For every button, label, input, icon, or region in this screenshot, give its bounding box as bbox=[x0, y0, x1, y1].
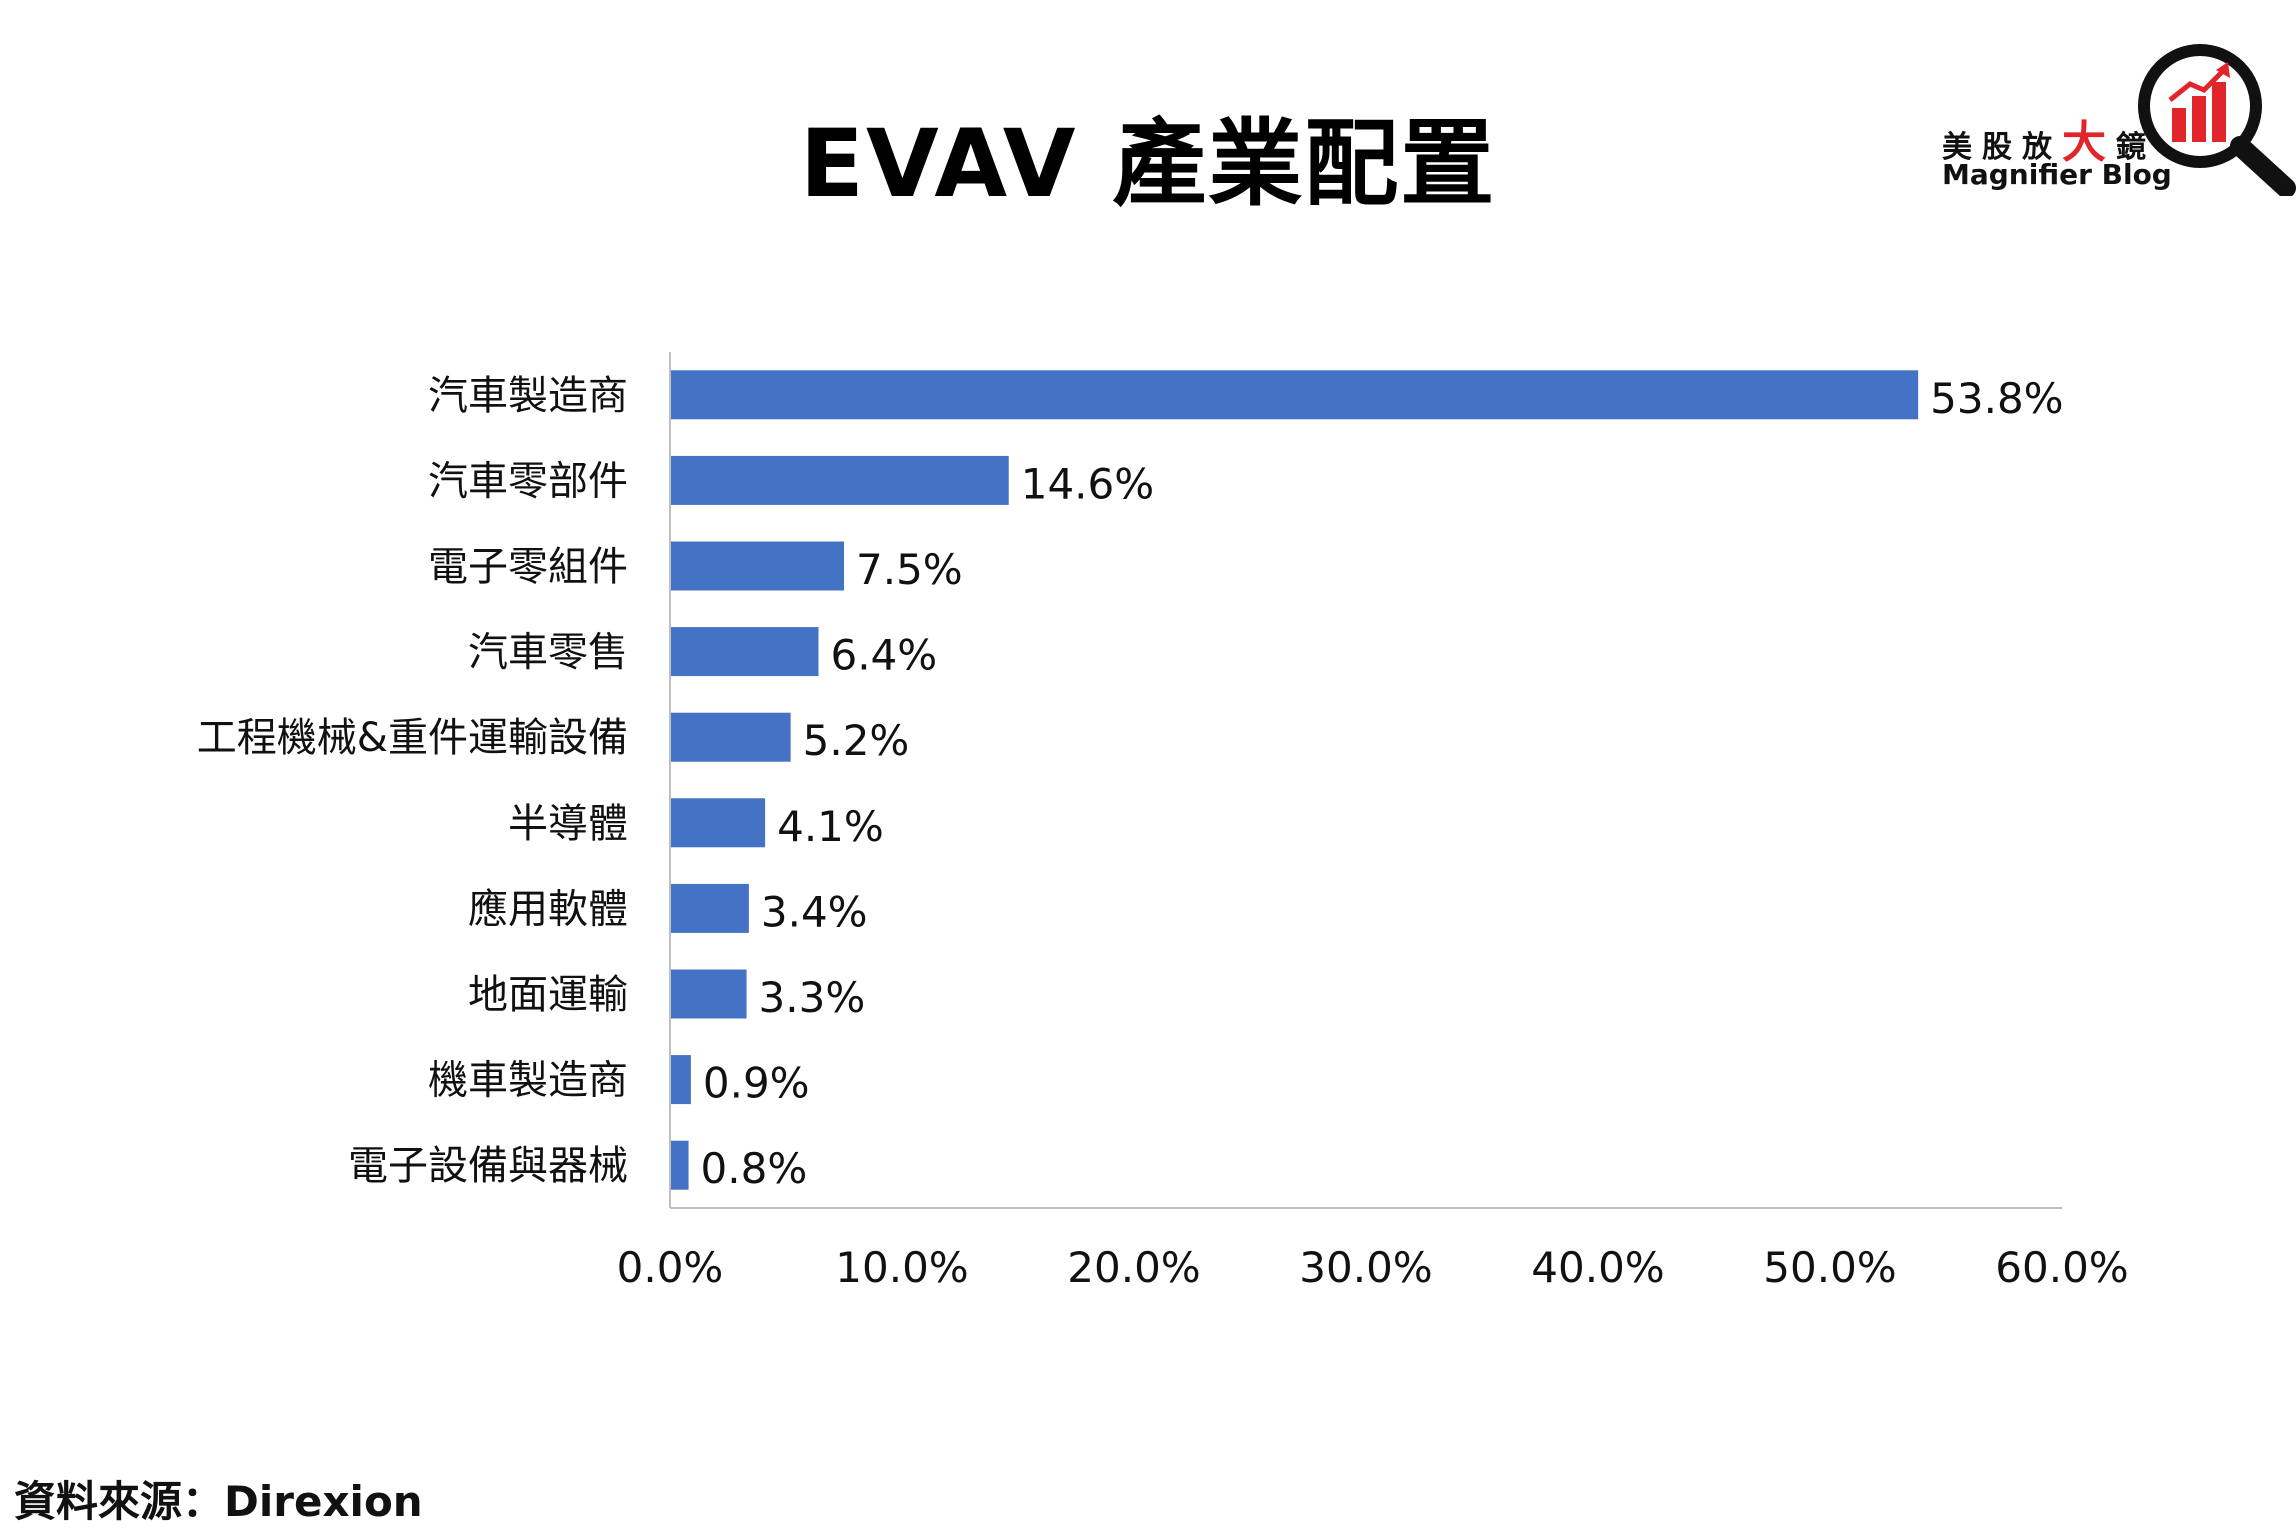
category-label: 應用軟體 bbox=[468, 886, 628, 932]
chart-title: EVAV 產業配置 bbox=[799, 110, 1497, 219]
magnifier-chart-icon bbox=[2138, 44, 2296, 196]
data-label: 53.8% bbox=[1930, 374, 2063, 423]
data-label: 3.3% bbox=[759, 973, 866, 1022]
logo-name-cn: 美股放大鏡 bbox=[1942, 106, 2156, 170]
bar bbox=[670, 370, 1919, 420]
bar bbox=[670, 712, 791, 762]
data-label: 5.2% bbox=[803, 716, 910, 765]
x-tick-label: 30.0% bbox=[1299, 1243, 1432, 1292]
data-label: 6.4% bbox=[830, 631, 937, 680]
bar bbox=[670, 883, 749, 933]
data-label: 0.8% bbox=[701, 1144, 808, 1193]
category-label: 電子設備與器械 bbox=[348, 1143, 628, 1189]
data-label: 14.6% bbox=[1021, 459, 1154, 508]
data-labels-group: 53.8% 14.6% 7.5% 6.4% 5.2% 4.1% 3.4% 3.3% 0.9% 0.… bbox=[701, 374, 2064, 1193]
category-label: 汽車零部件 bbox=[428, 458, 628, 504]
data-label: 0.9% bbox=[703, 1059, 810, 1108]
bar bbox=[670, 541, 844, 591]
category-label: 機車製造商 bbox=[428, 1058, 628, 1104]
bar bbox=[670, 798, 766, 848]
x-tick-label: 50.0% bbox=[1763, 1243, 1896, 1292]
axes-group: 0.0% 10.0% 20.0% 30.0% 40.0% 50.0% 60.0% bbox=[617, 352, 2129, 1292]
x-tick-label: 40.0% bbox=[1531, 1243, 1664, 1292]
category-label: 半導體 bbox=[508, 801, 628, 847]
brand-logo[interactable]: 美股放大鏡 Magnifier Blog bbox=[1930, 36, 2296, 206]
logo-name-en: Magnifier Blog bbox=[1942, 158, 2172, 191]
bars-group bbox=[670, 370, 1919, 1190]
category-label: 地面運輸 bbox=[468, 972, 628, 1018]
bar bbox=[670, 969, 747, 1019]
category-label: 汽車零售 bbox=[468, 630, 628, 676]
bar bbox=[670, 1055, 691, 1105]
data-label: 4.1% bbox=[777, 802, 884, 851]
category-label: 電子零組件 bbox=[428, 544, 628, 590]
category-label: 工程機械&重件運輸設備 bbox=[197, 715, 628, 761]
category-label: 汽車製造商 bbox=[428, 373, 628, 419]
x-tick-label: 10.0% bbox=[835, 1243, 968, 1292]
bar bbox=[670, 627, 819, 677]
bar bbox=[670, 455, 1009, 505]
logo-name-cn-part2: 鏡 bbox=[2116, 130, 2156, 165]
logo-name-cn-part1: 美股放 bbox=[1942, 130, 2062, 165]
x-tick-label: 60.0% bbox=[1995, 1243, 2128, 1292]
bar-chart: 汽車製造商汽車零部件電子零組件汽車零售工程機械&重件運輸設備半導體應用軟體地面運… bbox=[197, 352, 2129, 1292]
x-tick-label: 20.0% bbox=[1067, 1243, 1200, 1292]
source-note: 資料來源：Direxion bbox=[14, 1477, 423, 1526]
data-label: 7.5% bbox=[856, 545, 963, 594]
data-label: 3.4% bbox=[761, 887, 868, 936]
x-tick-label: 0.0% bbox=[617, 1243, 724, 1292]
logo-name-cn-big: 大 bbox=[2062, 117, 2116, 168]
bar bbox=[670, 1140, 689, 1190]
category-labels-group: 汽車製造商汽車零部件電子零組件汽車零售工程機械&重件運輸設備半導體應用軟體地面運… bbox=[197, 373, 628, 1189]
